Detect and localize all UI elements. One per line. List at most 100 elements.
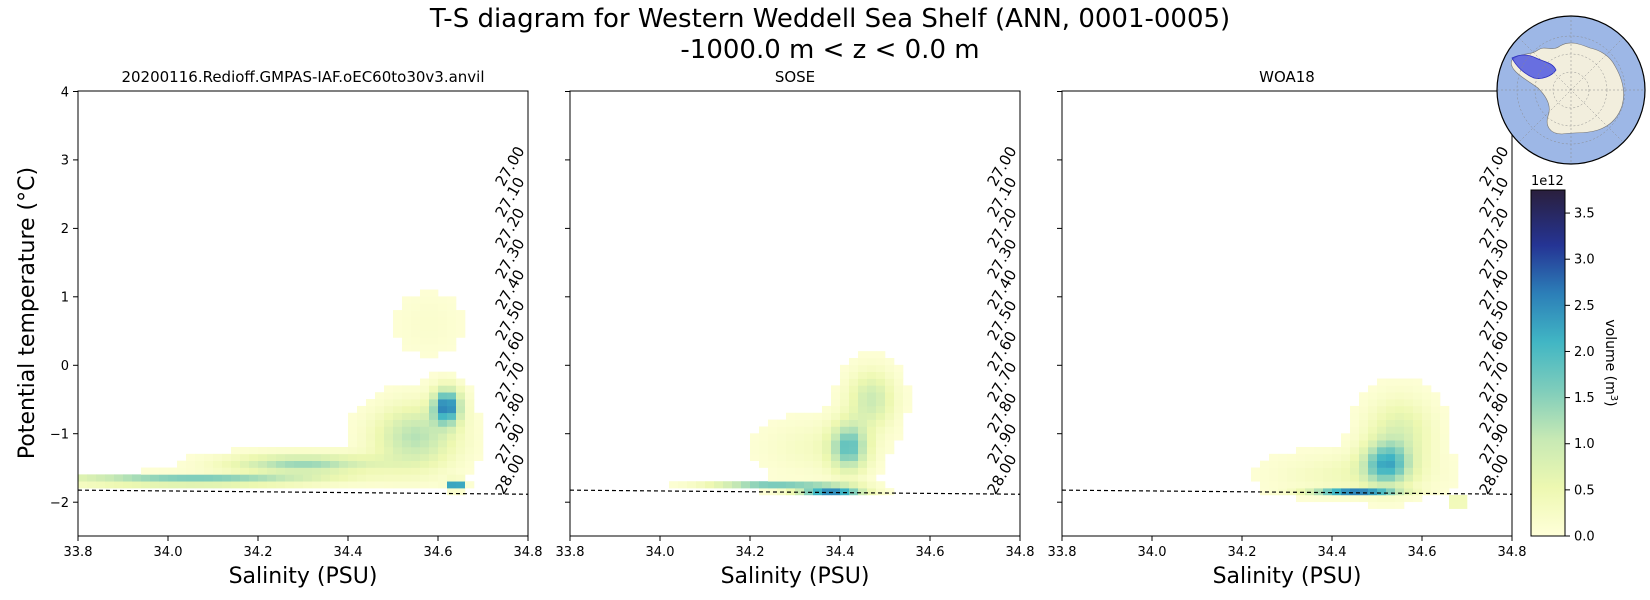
- heatmap-cell: [894, 364, 904, 372]
- heatmap-cell: [831, 412, 841, 420]
- heatmap-cell: [822, 460, 832, 468]
- antarctica-region-map: [1496, 15, 1646, 165]
- heatmap-cell: [678, 481, 688, 489]
- heatmap-cell: [159, 481, 169, 489]
- heatmap-cell: [849, 453, 859, 461]
- y-tick-label: 3: [61, 154, 69, 169]
- heatmap-cell: [438, 453, 448, 461]
- contour-label-bg: [494, 148, 526, 184]
- heatmap-cell: [894, 392, 904, 400]
- heatmap-cell: [1341, 433, 1351, 441]
- heatmap-cell: [375, 453, 385, 461]
- heatmap-cell: [1395, 460, 1405, 468]
- heatmap-cell: [438, 310, 448, 318]
- heatmap-cell: [321, 460, 331, 468]
- heatmap-cell: [1404, 399, 1414, 407]
- heatmap-cell: [840, 371, 850, 379]
- heatmap-cell: [123, 474, 133, 482]
- heatmap-cell: [1359, 392, 1369, 400]
- heatmap-cell: [858, 440, 868, 448]
- heatmap-cell: [213, 453, 223, 461]
- heatmap-cell: [867, 412, 877, 420]
- heatmap-cell: [222, 481, 232, 489]
- heatmap-cell: [366, 453, 376, 461]
- heatmap-cell: [393, 316, 403, 325]
- heatmap-cell: [375, 399, 385, 407]
- heatmap-cell: [456, 316, 466, 325]
- heatmap-cell: [831, 419, 841, 427]
- heatmap-cell: [1314, 494, 1324, 503]
- heatmap-cell: [87, 474, 97, 482]
- x-tick-label: 34.4: [826, 545, 855, 560]
- heatmap-cell: [465, 385, 475, 393]
- heatmap-cell: [330, 460, 340, 468]
- heatmap-cell: [786, 426, 796, 434]
- heatmap-cell: [474, 426, 484, 434]
- x-tick: 34.0: [154, 536, 182, 560]
- heatmap-cell: [1377, 405, 1387, 414]
- heatmap-cell: [465, 426, 475, 434]
- y-axis-label-text: Potential temperature (: [15, 202, 40, 459]
- heatmap-cell: [867, 467, 877, 475]
- heatmap-cell: [1314, 481, 1324, 489]
- y-axis-ticks: [565, 91, 570, 503]
- x-tick-label: 34.4: [334, 545, 363, 560]
- heatmap-cell: [1377, 392, 1387, 400]
- heatmap-cell: [447, 453, 457, 461]
- heatmap-cell: [393, 399, 403, 407]
- heatmap-cell: [804, 412, 814, 420]
- heatmap-cell: [465, 405, 475, 414]
- heatmap-cell: [1395, 488, 1405, 496]
- heatmap-cell: [1359, 474, 1369, 482]
- heatmap-cell: [903, 385, 913, 393]
- heatmap-cell: [1404, 405, 1414, 414]
- heatmap-cell: [411, 453, 421, 461]
- heatmap-cell: [768, 453, 778, 461]
- contour-label-bg: [986, 364, 1018, 400]
- heatmap-cell: [1404, 474, 1414, 482]
- heatmap-cell: [411, 316, 421, 325]
- heatmap-cell: [1350, 405, 1360, 414]
- heatmap-cell: [768, 447, 778, 455]
- heatmap-cell: [849, 364, 859, 372]
- heatmap-cell: [222, 467, 232, 475]
- heatmap-cell: [1296, 447, 1306, 455]
- heatmap-cell: [348, 460, 358, 468]
- heatmap-cell: [402, 426, 412, 434]
- heatmap-cell: [1359, 494, 1369, 503]
- heatmap-cell: [375, 405, 385, 414]
- heatmap-cell: [240, 474, 250, 482]
- heatmap-cell: [867, 474, 877, 482]
- heatmap-cell: [420, 481, 430, 489]
- heatmap-cell: [1260, 460, 1270, 468]
- heatmap-cells: [669, 351, 913, 496]
- colorbar: 1e12 0.0 0.5 1.0 1.5 2.0 2.5 3.0 3.5 volume (m3…: [1530, 174, 1619, 545]
- heatmap-cell: [840, 378, 850, 386]
- heatmap-cell: [822, 481, 832, 489]
- x-tick: 33.8: [556, 536, 584, 560]
- heatmap-cell: [429, 371, 439, 379]
- heatmap-cell: [456, 488, 466, 496]
- heatmap-cell: [831, 440, 841, 448]
- heatmap-cell: [804, 433, 814, 441]
- heatmap-cell: [894, 385, 904, 393]
- heatmap-cell: [393, 419, 403, 427]
- heatmap-cell: [759, 481, 769, 489]
- heatmap-cell: [393, 453, 403, 461]
- heatmap-cell: [411, 419, 421, 427]
- heatmap-cell: [384, 447, 394, 455]
- heatmap-cell: [267, 453, 277, 461]
- heatmap-cell: [831, 433, 841, 441]
- heatmap-cell: [357, 419, 367, 427]
- heatmap-cell: [213, 481, 223, 489]
- heatmap-cell: [876, 371, 886, 379]
- heatmap-cell: [447, 433, 457, 441]
- heatmap-cell: [402, 419, 412, 427]
- heatmap-cell: [1413, 440, 1423, 448]
- heatmap-cell: [456, 426, 466, 434]
- heatmap-cell: [1413, 433, 1423, 441]
- heatmap-cell: [1422, 412, 1432, 420]
- heatmap-cell: [822, 488, 832, 496]
- heatmap-cell: [438, 481, 448, 489]
- heatmap-cell: [357, 474, 367, 482]
